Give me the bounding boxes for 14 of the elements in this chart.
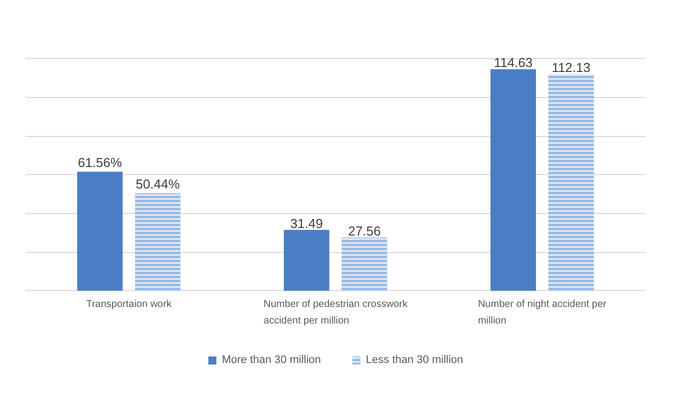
data-label: 61.56%	[78, 154, 122, 170]
bar	[284, 230, 330, 291]
bar	[77, 172, 123, 291]
x-tick-label: Number of night accident per million	[478, 298, 608, 326]
data-label: 31.49	[290, 216, 323, 231]
data-label: 27.56	[348, 223, 381, 238]
x-tick-label: Number of pedestrian crosswork accident per million	[264, 298, 408, 326]
data-label: 50.44%	[136, 176, 180, 192]
x-tick-label: Transportaion work	[86, 298, 172, 310]
bar	[490, 69, 536, 291]
data-label: 114.63	[494, 55, 533, 70]
data-label: 112.13	[552, 60, 590, 76]
legend-label: More than 30 million	[222, 354, 321, 366]
legend-label: Less than 30 million	[366, 354, 464, 366]
